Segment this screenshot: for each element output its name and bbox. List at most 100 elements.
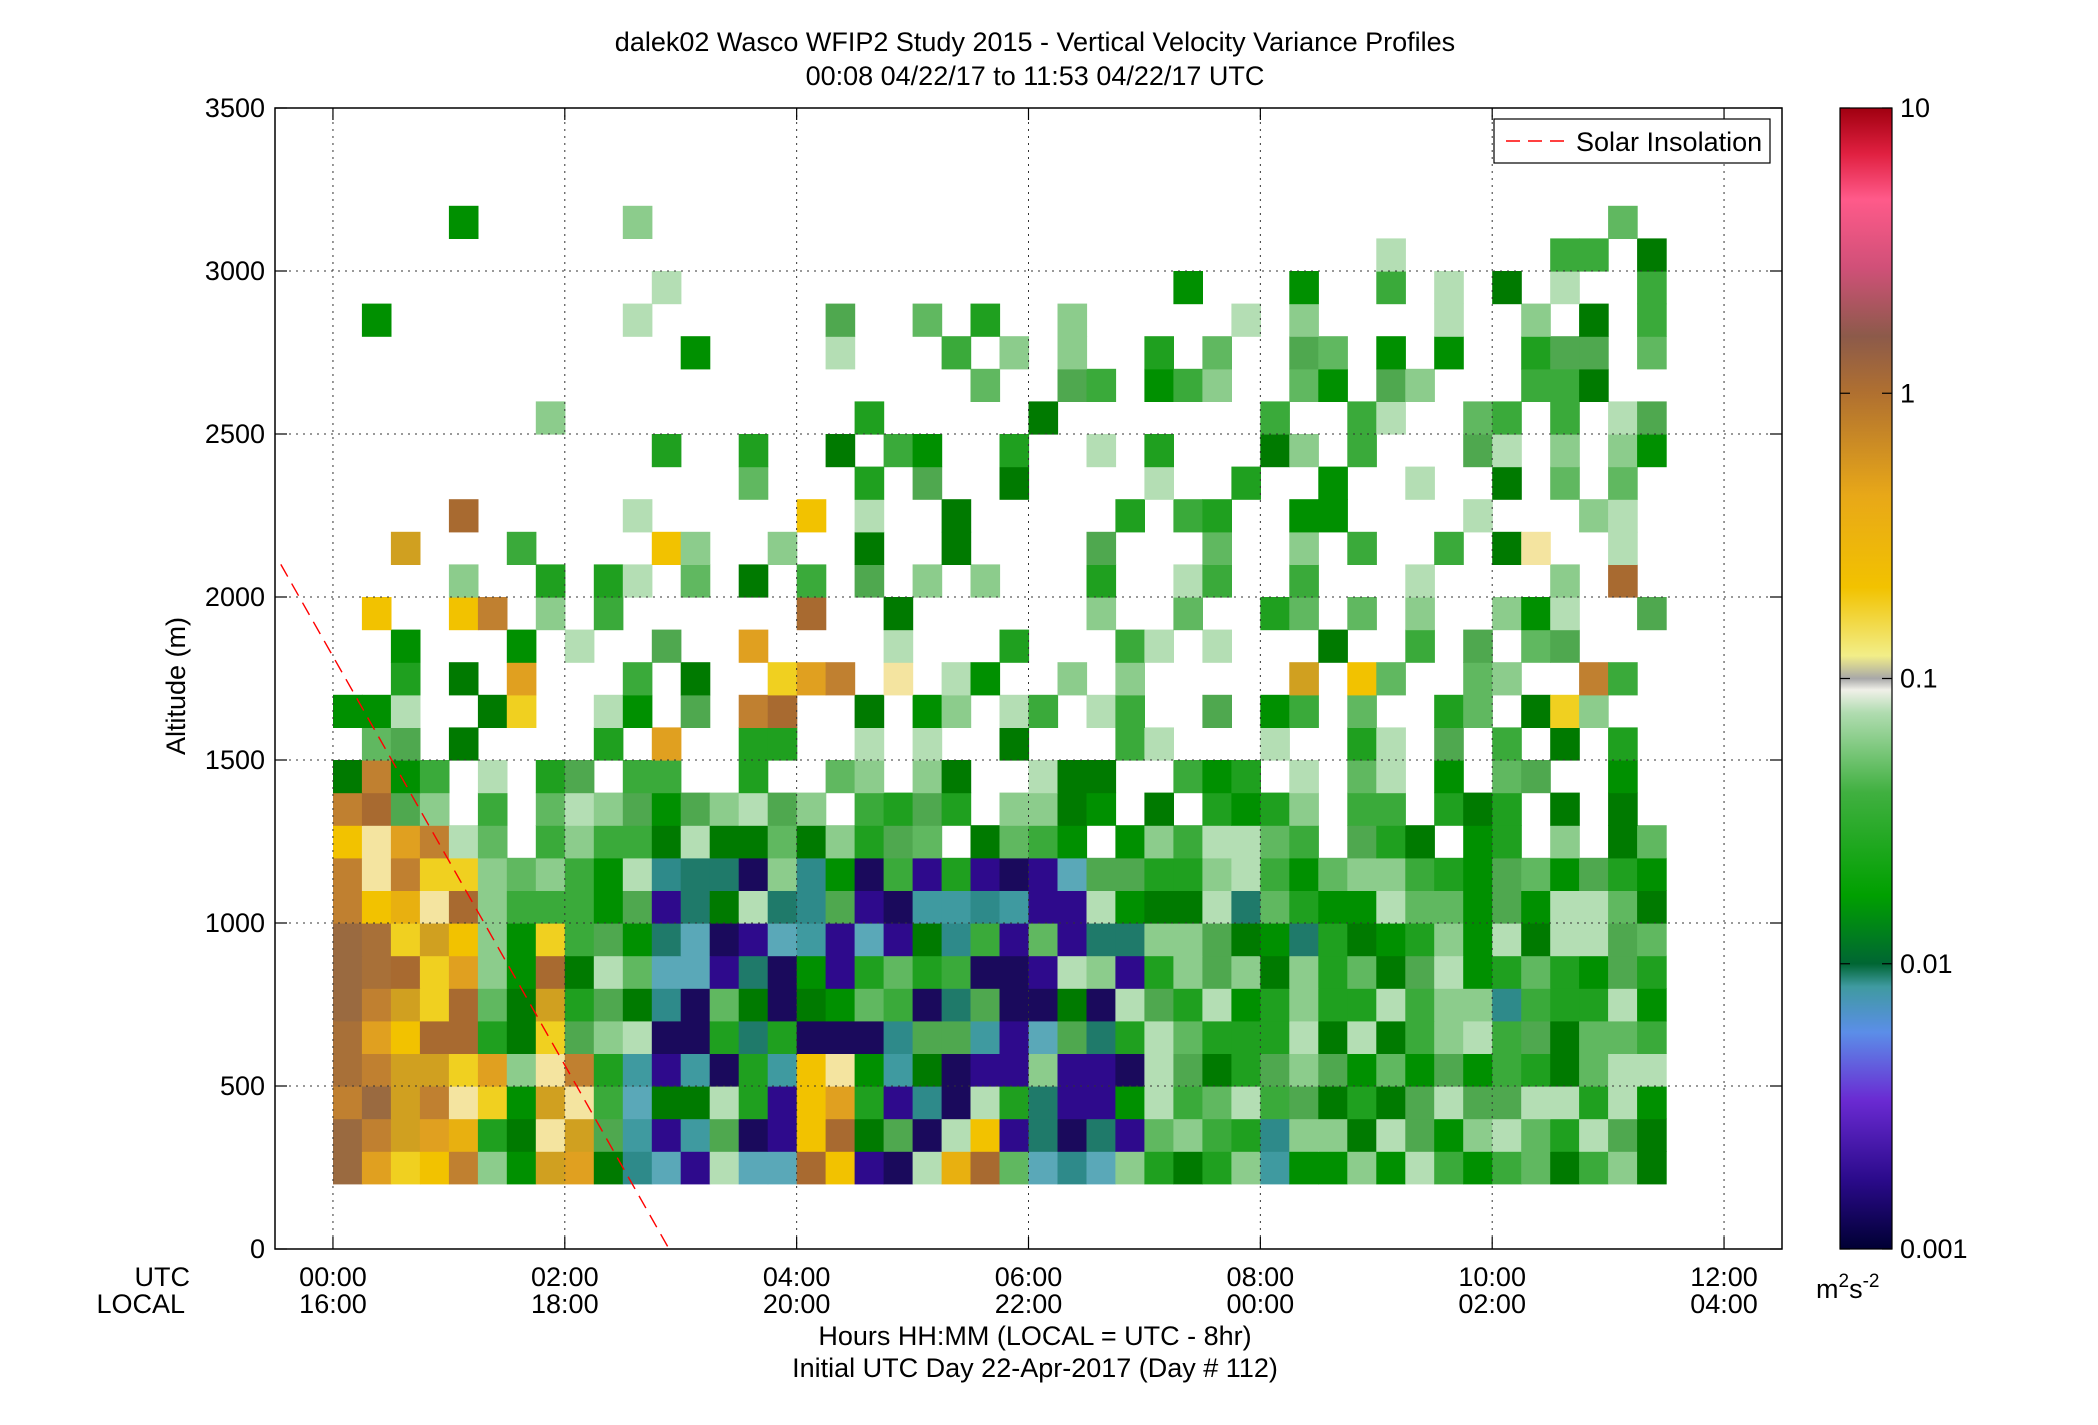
heatmap-cell <box>390 531 421 565</box>
heatmap-cell <box>1637 1118 1667 1152</box>
heatmap-cell <box>1086 597 1117 631</box>
heatmap-cell <box>593 923 624 957</box>
heatmap-cell <box>1347 955 1377 989</box>
heatmap-cell <box>1289 1151 1319 1185</box>
heatmap-cell <box>593 792 624 826</box>
heatmap-cell <box>593 727 624 761</box>
heatmap-cell <box>593 825 624 859</box>
heatmap-cell <box>796 955 827 989</box>
heatmap-cell <box>1144 1053 1174 1087</box>
heatmap-cell <box>1434 531 1464 565</box>
heatmap-cell <box>912 1053 943 1087</box>
heatmap-cell <box>1608 662 1638 696</box>
y-tick-label: 500 <box>220 1071 265 1101</box>
heatmap-cell <box>593 1020 624 1054</box>
heatmap-cell <box>796 1151 827 1185</box>
heatmap-cell <box>1550 923 1580 957</box>
heatmap-cell <box>593 564 624 598</box>
heatmap-cell <box>1637 890 1667 924</box>
heatmap-cell <box>1318 499 1348 533</box>
heatmap-cell <box>1579 1053 1609 1087</box>
heatmap-cell <box>1289 434 1319 468</box>
heatmap-cell <box>970 1053 1001 1087</box>
heatmap-cell <box>1144 727 1174 761</box>
heatmap-cell <box>1057 336 1088 370</box>
heatmap-cell <box>535 890 566 924</box>
heatmap-cell <box>1608 205 1638 239</box>
heatmap-cell <box>1376 857 1406 891</box>
heatmap-cell <box>1202 1086 1232 1120</box>
heatmap-cell <box>1260 1118 1290 1152</box>
heatmap-cell <box>1637 336 1667 370</box>
heatmap-cell <box>1376 890 1406 924</box>
heatmap-cell <box>1347 1053 1377 1087</box>
heatmap-cell <box>1231 1086 1261 1120</box>
heatmap-cell <box>1492 466 1522 500</box>
heatmap-cell <box>1637 988 1667 1022</box>
heatmap-cell <box>912 792 943 826</box>
heatmap-cell <box>477 1151 508 1185</box>
heatmap-cell <box>333 792 363 826</box>
heatmap-cell <box>796 499 827 533</box>
heatmap-cell <box>1434 727 1464 761</box>
heatmap-cell <box>941 955 972 989</box>
heatmap-cell <box>1028 890 1059 924</box>
heatmap-cell <box>1521 368 1551 402</box>
heatmap-cell <box>1608 923 1638 957</box>
heatmap-cell <box>767 825 798 859</box>
heatmap-cell <box>390 857 421 891</box>
heatmap-cell <box>1579 499 1609 533</box>
heatmap-cell <box>651 955 682 989</box>
heatmap-cells <box>333 205 1667 1185</box>
heatmap-cell <box>1318 988 1348 1022</box>
heatmap-cell <box>1057 923 1088 957</box>
heatmap-cell <box>1637 597 1667 631</box>
heatmap-cell <box>1492 1118 1522 1152</box>
heatmap-cell <box>854 890 885 924</box>
heatmap-cell <box>1521 1020 1551 1054</box>
heatmap-cell <box>999 825 1030 859</box>
heatmap-cell <box>883 629 914 663</box>
heatmap-cell <box>1260 401 1290 435</box>
heatmap-cell <box>477 1118 508 1152</box>
heatmap-cell <box>506 1086 537 1120</box>
heatmap-cell <box>333 1118 363 1152</box>
heatmap-cell <box>767 955 798 989</box>
heatmap-cell <box>1608 890 1638 924</box>
heatmap-cell <box>1086 531 1117 565</box>
heatmap-cell <box>941 499 972 533</box>
heatmap-cell <box>1463 1151 1493 1185</box>
heatmap-cell <box>1376 923 1406 957</box>
heatmap-cell <box>361 1118 392 1152</box>
heatmap-cell <box>333 1020 363 1054</box>
heatmap-cell <box>535 564 566 598</box>
heatmap-cell <box>680 694 711 728</box>
heatmap-cell <box>883 1151 914 1185</box>
heatmap-cell <box>333 923 363 957</box>
heatmap-cell <box>1521 955 1551 989</box>
heatmap-cell <box>564 890 595 924</box>
unit-sup1: 2 <box>1839 1271 1850 1292</box>
heatmap-cell <box>333 760 363 794</box>
heatmap-cell <box>825 434 856 468</box>
heatmap-cell <box>1608 564 1638 598</box>
heatmap-cell <box>1376 988 1406 1022</box>
y-tick-label: 3000 <box>205 256 265 286</box>
heatmap-cell <box>796 825 827 859</box>
heatmap-cell <box>1550 1151 1580 1185</box>
heatmap-cell <box>593 1151 624 1185</box>
heatmap-cell <box>1086 434 1117 468</box>
heatmap-cell <box>506 531 537 565</box>
heatmap-cell <box>1405 466 1435 500</box>
heatmap-cell <box>1028 694 1059 728</box>
heatmap-cell <box>651 1020 682 1054</box>
heatmap-cell <box>854 694 885 728</box>
heatmap-cell <box>1202 499 1232 533</box>
heatmap-cell <box>1521 760 1551 794</box>
heatmap-cell <box>390 694 421 728</box>
legend-label-solar: Solar Insolation <box>1576 127 1762 157</box>
heatmap-cell <box>390 760 421 794</box>
heatmap-cell <box>999 1086 1030 1120</box>
colorbar-tick-label: 1 <box>1900 378 1915 408</box>
heatmap-cell <box>912 825 943 859</box>
